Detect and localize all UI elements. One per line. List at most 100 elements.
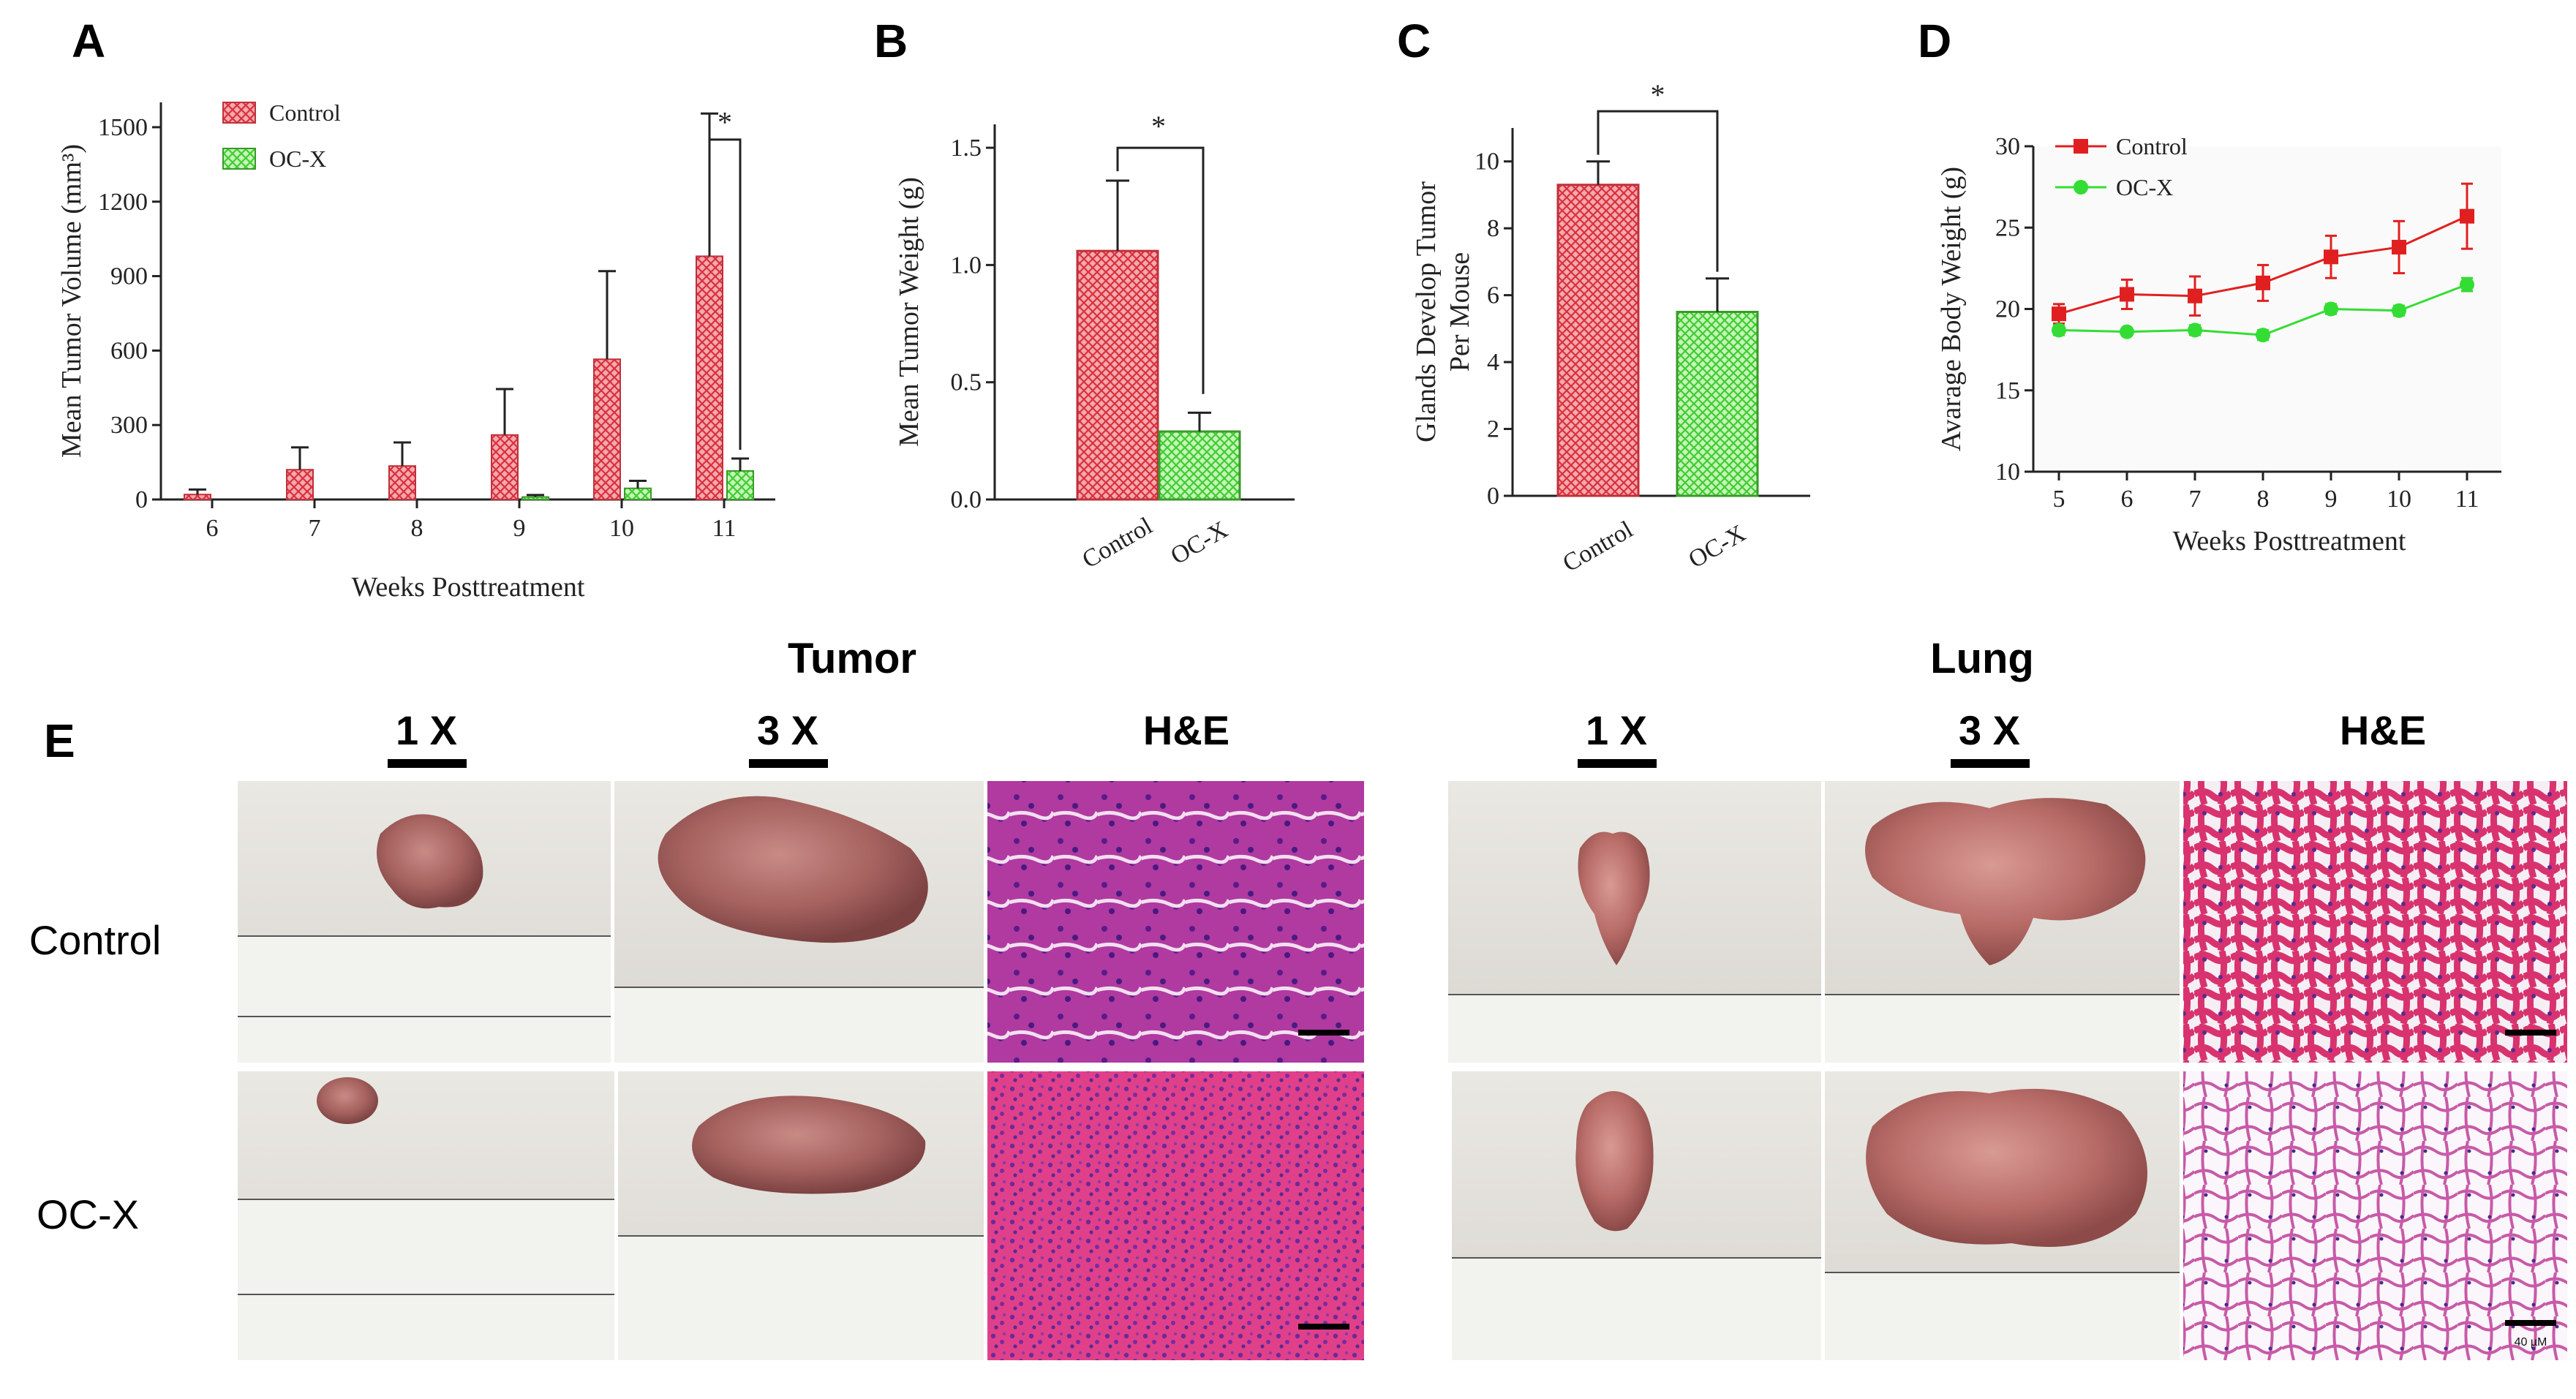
a-x-tick-label-0: 6: [206, 515, 219, 542]
panel-d: D 10 15 20 25 30 5 6 7 8 9 10 11 Control OC-X Weeks Po…: [1918, 15, 2501, 557]
d-point-control-4: [2324, 249, 2338, 265]
a-bar-control-2: [388, 465, 416, 501]
mag-label-lung-3x: 3 X: [1959, 707, 2020, 753]
d-point-ocx-0: [2052, 323, 2066, 338]
scale-label-lung-ocx: 40 µM: [2515, 1336, 2547, 1349]
mag-label-tumor-3x: 3 X: [757, 707, 818, 753]
a-bar-control-0: [184, 494, 211, 501]
photo-tumor-control-he: [987, 781, 1364, 1063]
d-point-control-6: [2460, 208, 2474, 224]
d-y-tick-label-1: 15: [1995, 377, 2020, 404]
a-bar-control-1: [286, 469, 314, 501]
photo-lung-control-3x: [1825, 781, 2180, 1063]
c-sig-star: *: [1651, 78, 1665, 111]
a-x-tick-label-5: 11: [712, 515, 737, 542]
a-bar-control-3: [491, 434, 519, 501]
b-y-axis-title: Mean Tumor Weight (g): [894, 177, 924, 447]
d-legend-marker-control: [2074, 139, 2088, 154]
scale-bar-tumor-1x: [388, 759, 467, 768]
d-point-control-5: [2392, 239, 2406, 254]
mag-label-lung-1x: 1 X: [1586, 707, 1647, 753]
panel-a: A 0 300 600 900 1200 1500 6 7 8 9 10 11 * Weeks Postt…: [56, 15, 775, 603]
d-x-tick-label-1: 6: [2121, 486, 2134, 513]
d-x-axis-title: Weeks Posttreatment: [2173, 526, 2406, 557]
section-title-lung: Lung: [1930, 635, 2034, 682]
d-plot-bg: [2033, 146, 2501, 472]
d-y-tick-label-4: 30: [1995, 133, 2020, 160]
d-legend-marker-ocx: [2074, 180, 2088, 195]
a-y-axis-title: Mean Tumor Volume (mm³): [56, 144, 87, 458]
d-point-ocx-5: [2392, 303, 2406, 318]
a-x-tick-label-3: 9: [513, 515, 526, 542]
a-y-tick-label-3: 900: [110, 263, 148, 290]
b-bar-1: [1158, 430, 1241, 501]
c-y-tick-label-3: 6: [1487, 282, 1499, 309]
panel-letter-d: D: [1918, 15, 1951, 67]
c-y-axis-title-1: Glands Develop Tumor: [1411, 181, 1442, 442]
photo-lung-control-he: [2183, 781, 2567, 1063]
d-x-tick-label-6: 11: [2455, 486, 2479, 513]
a-bar-ocx-3: [521, 496, 549, 501]
panel-letter-c: C: [1397, 15, 1431, 67]
a-x-axis-title: Weeks Posttreatment: [352, 572, 585, 603]
a-sig-bracket: [708, 138, 742, 450]
d-point-control-3: [2256, 275, 2270, 290]
mag-label-tumor-1x: 1 X: [396, 707, 457, 753]
photo-lung-ocx-1x: [1452, 1071, 1821, 1360]
chart-a: 0 300 600 900 1200 1500 6 7 8 9 10 11 * Weeks Posttre…: [56, 99, 775, 603]
scale-bar-lung-3x: [1951, 759, 2030, 768]
d-point-control-1: [2120, 287, 2134, 302]
d-x-tick-label-5: 10: [2387, 486, 2411, 513]
c-bar-0: [1556, 184, 1640, 497]
d-legend-label-control: Control: [2116, 133, 2188, 159]
a-y-tick-label-0: 0: [135, 486, 148, 513]
b-y-tick-label-3: 1.5: [951, 135, 982, 162]
photo-lung-ocx-he: 40 µM: [2183, 1071, 2567, 1360]
panel-letter-a: A: [72, 15, 105, 67]
b-y-tick-label-2: 1.0: [951, 252, 982, 279]
c-sig-bracket: [1597, 110, 1719, 272]
b-sig-star: *: [1151, 110, 1166, 143]
photo-tumor-control-3x: [614, 781, 984, 1063]
d-point-ocx-6: [2460, 277, 2474, 293]
b-x-tick-label-1: OC-X: [1167, 516, 1232, 570]
panel-e: E Tumor Lung 1 X 3 X H&E 1 X 3 X H&E Con…: [29, 635, 2567, 1360]
panel-letter-b: B: [874, 15, 908, 67]
d-x-tick-label-0: 5: [2053, 486, 2065, 513]
b-sig-bracket: [1116, 146, 1205, 394]
b-bar-0: [1076, 249, 1159, 501]
a-legend-label-ocx: OC-X: [269, 146, 326, 172]
c-y-tick-label-1: 2: [1487, 416, 1499, 443]
row-label-ocx: OC-X: [37, 1191, 139, 1237]
d-x-tick-label-3: 8: [2257, 486, 2270, 513]
a-x-tick-label-4: 10: [609, 515, 634, 542]
scale-bar-lung-1x: [1578, 759, 1657, 768]
c-y-tick-label-4: 8: [1487, 215, 1499, 242]
d-legend-label-ocx: OC-X: [2116, 174, 2173, 200]
a-x-tick-label-1: 7: [309, 515, 321, 542]
scale-bar-tumor-3x: [749, 759, 828, 768]
c-x-tick-label-1: OC-X: [1684, 520, 1750, 574]
d-point-control-0: [2052, 306, 2066, 322]
chart-c: 0 2 4 6 8 10 Control OC-X * Glands Develop Tumor P…: [1411, 78, 1810, 578]
photo-tumor-control-1x: [238, 781, 611, 1063]
a-y-tick-label-2: 600: [110, 337, 148, 364]
d-y-tick-label-0: 10: [1995, 459, 2020, 486]
panel-b: B 0.0 0.5 1.0 1.5 Control OC-X * Mean Tumor Wei…: [874, 15, 1295, 574]
d-x-tick-label-4: 9: [2325, 486, 2338, 513]
chart-b: 0.0 0.5 1.0 1.5 Control OC-X * Mean Tumor Weigh…: [894, 110, 1295, 574]
row-label-control: Control: [29, 917, 162, 963]
photo-tumor-ocx-1x: [238, 1071, 614, 1360]
a-legend-swatch-ocx: [222, 148, 256, 170]
d-y-tick-label-3: 25: [1995, 214, 2020, 241]
section-title-tumor: Tumor: [788, 635, 916, 682]
panel-c: C 0 2 4 6 8 10 Control OC-X * Glands Develop Tumo…: [1397, 15, 1810, 578]
a-bar-ocx-5: [726, 470, 754, 500]
d-point-control-2: [2188, 288, 2202, 303]
b-x-tick-label-0: Control: [1078, 513, 1157, 574]
photo-lung-ocx-3x: [1825, 1071, 2180, 1360]
a-x-tick-label-2: 8: [411, 515, 423, 542]
c-y-tick-label-0: 0: [1487, 483, 1499, 510]
photo-tumor-ocx-he: [987, 1071, 1364, 1360]
